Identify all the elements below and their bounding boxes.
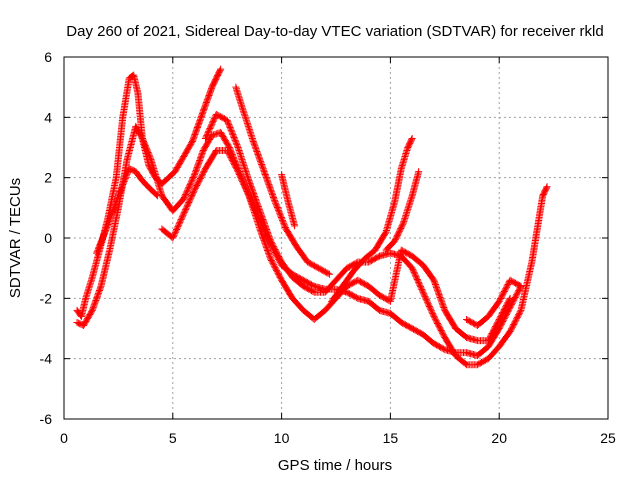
y-tick-label: -2 <box>40 290 53 306</box>
data-point <box>93 249 101 257</box>
grid <box>64 57 608 419</box>
series-track-1 <box>73 65 225 320</box>
y-tick-label: 2 <box>44 170 52 186</box>
y-tick-label: -6 <box>40 411 53 427</box>
x-tick-label: 0 <box>60 430 68 446</box>
y-axis-label: SDTVAR / TECUs <box>7 178 24 298</box>
y-tick-label: -4 <box>40 351 53 367</box>
series-trace <box>74 66 224 319</box>
data-point <box>191 171 199 179</box>
series-trace <box>383 169 422 253</box>
x-tick-label: 10 <box>274 430 290 446</box>
data-point <box>256 207 264 215</box>
y-tick-label: 4 <box>44 109 52 125</box>
x-tick-label: 20 <box>491 430 507 446</box>
series-track-4 <box>201 110 551 369</box>
series-trace <box>329 136 415 304</box>
series-track-3 <box>158 147 514 345</box>
series-trace <box>159 147 513 345</box>
series-track-5 <box>232 83 333 278</box>
series-track-9 <box>463 276 525 329</box>
x-tick-label: 15 <box>383 430 399 446</box>
y-tick-label: 6 <box>44 49 52 65</box>
series-track-2 <box>73 122 525 360</box>
series-trace <box>202 111 550 369</box>
series-trace <box>93 165 160 256</box>
x-tick-label: 25 <box>600 430 616 446</box>
series-trace <box>232 85 332 277</box>
series-trace <box>464 277 524 329</box>
data-point <box>256 225 264 233</box>
series-track-7 <box>328 134 416 305</box>
y-tick-label: 0 <box>44 230 52 246</box>
chart-title: Day 260 of 2021, Sidereal Day-to-day VTE… <box>66 23 603 40</box>
series-track-6 <box>278 171 299 230</box>
x-axis-label: GPS time / hours <box>278 457 392 474</box>
data-point <box>495 315 503 323</box>
data-point <box>201 134 209 142</box>
axis-ticks: 0 5 10 15 20 25 -6 -4 -2 0 2 4 6 <box>40 49 616 446</box>
data-marks <box>73 65 551 369</box>
data-point <box>245 192 253 200</box>
series-track-8 <box>382 168 423 254</box>
series-track-10 <box>93 165 162 257</box>
data-point <box>234 144 242 151</box>
x-tick-label: 5 <box>169 430 177 446</box>
series-trace <box>74 124 524 359</box>
series-trace <box>278 172 298 228</box>
